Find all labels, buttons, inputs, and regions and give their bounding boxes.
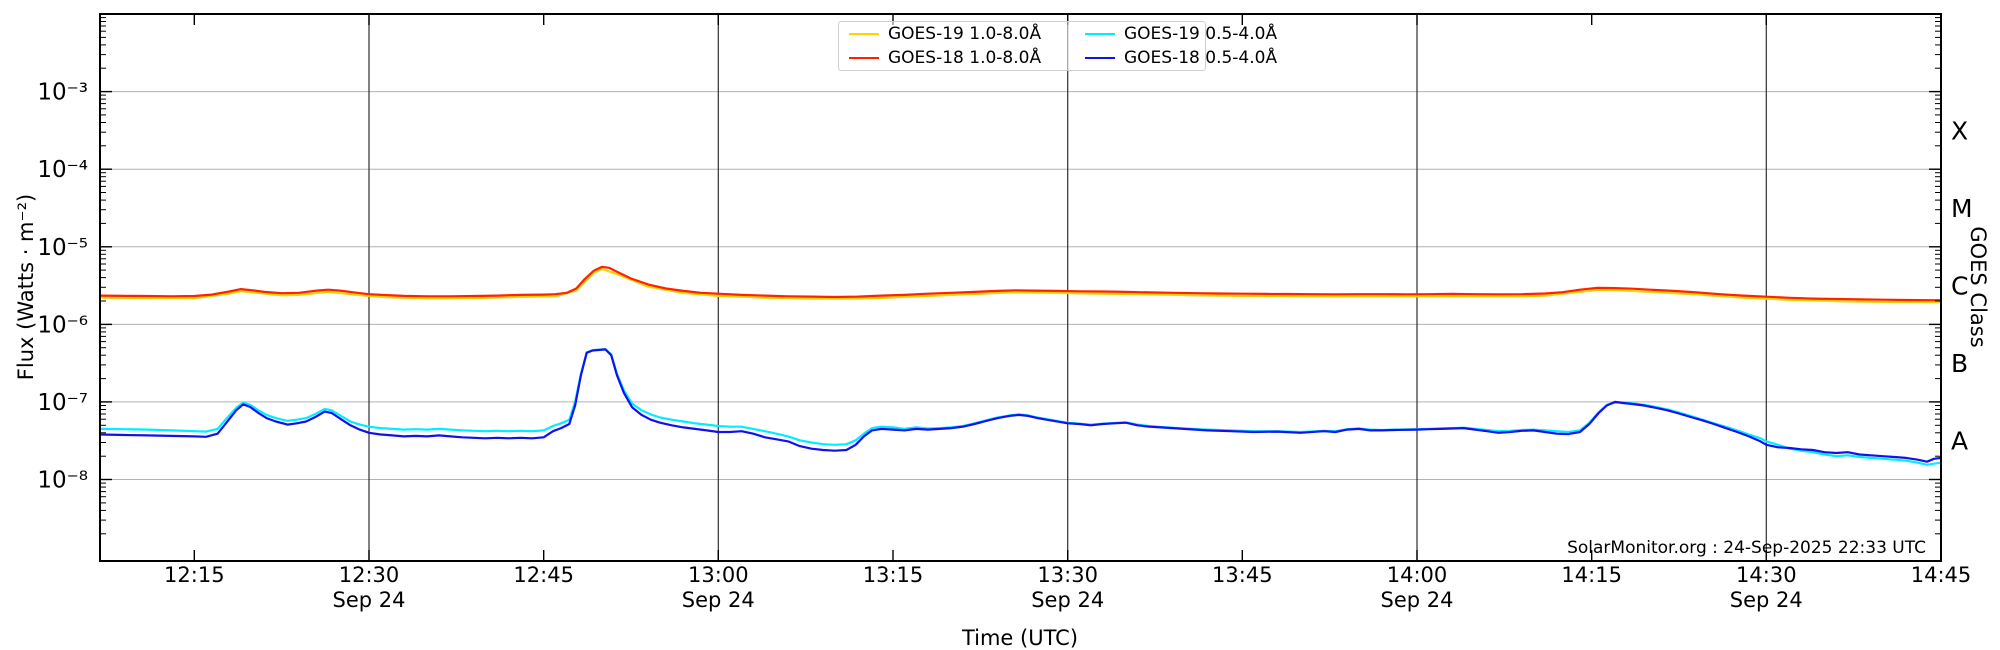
x-tick-label: 14:15	[1561, 563, 1622, 587]
x-tick-label: 12:15	[164, 563, 225, 587]
legend-label: GOES-19 1.0-8.0Å	[888, 23, 1042, 44]
goes-class-label-x: X	[1951, 116, 1968, 145]
x-tick-label: 14:00	[1387, 563, 1448, 587]
y-tick-label: 10⁻⁵	[37, 235, 88, 261]
plot-border	[99, 13, 1942, 562]
legend-item-goes19-long: GOES-19 1.0-8.0Å	[849, 23, 1085, 44]
legend-label: GOES-19 0.5-4.0Å	[1124, 23, 1278, 44]
y-tick-label: 10⁻⁶	[37, 312, 88, 338]
series-line-goes-18-1-0-8-0-	[100, 265, 1941, 302]
legend-label: GOES-18 1.0-8.0Å	[888, 47, 1042, 68]
legend-label: GOES-18 0.5-4.0Å	[1124, 47, 1278, 68]
series-line-goes-19-1-0-8-0-	[100, 267, 1941, 304]
x-tick-date-label: Sep 24	[1381, 588, 1454, 612]
legend-line-swatch-goes19-short	[1085, 32, 1115, 36]
x-tick-label: 12:30	[339, 563, 400, 587]
x-tick-label: 13:45	[1212, 563, 1273, 587]
legend: GOES-19 1.0-8.0Å GOES-19 0.5-4.0Å GOES-1…	[838, 21, 1277, 71]
x-tick-label: 12:45	[513, 563, 574, 587]
legend-line-swatch-goes18-long	[849, 56, 879, 60]
x-tick-label: 14:30	[1736, 563, 1797, 587]
goes-class-label-b: B	[1951, 349, 1968, 378]
x-tick-date-label: Sep 24	[1031, 588, 1104, 612]
x-tick-label: 13:15	[863, 563, 924, 587]
legend-line-swatch-goes18-short	[1085, 56, 1115, 60]
y-tick-label: 10⁻⁷	[37, 390, 88, 416]
x-tick-date-label: Sep 24	[682, 588, 755, 612]
series-line-goes-18-0-5-4-0-	[100, 348, 1941, 463]
goes-class-label-a: A	[1951, 427, 1968, 456]
goes-class-label-m: M	[1951, 194, 1973, 223]
x-axis-title-time: Time (UTC)	[961, 626, 1079, 650]
legend-line-swatch-goes19-long	[849, 32, 879, 36]
y-tick-label: 10⁻⁸	[37, 468, 88, 494]
x-tick-date-label: Sep 24	[333, 588, 406, 612]
x-tick-date-label: Sep 24	[1730, 588, 1803, 612]
y-tick-label: 10⁻³	[37, 80, 88, 106]
goes-class-label-c: C	[1951, 272, 1968, 301]
plot-area	[100, 14, 1941, 561]
legend-item-goes19-short: GOES-19 0.5-4.0Å	[1085, 23, 1278, 44]
y-axis-title-flux: Flux (Watts · m⁻²)	[14, 193, 38, 381]
legend-item-goes18-short: GOES-18 0.5-4.0Å	[1085, 47, 1278, 68]
y-tick-label: 10⁻⁴	[37, 157, 88, 183]
legend-item-goes18-long: GOES-18 1.0-8.0Å	[849, 47, 1085, 68]
y-axis-title-goes-class: GOES Class	[1966, 226, 1990, 348]
watermark-timestamp: SolarMonitor.org : 24-Sep-2025 22:33 UTC	[1567, 538, 1926, 558]
x-tick-label: 13:00	[688, 563, 749, 587]
x-tick-label: 14:45	[1911, 563, 1972, 587]
x-tick-label: 13:30	[1037, 563, 1098, 587]
